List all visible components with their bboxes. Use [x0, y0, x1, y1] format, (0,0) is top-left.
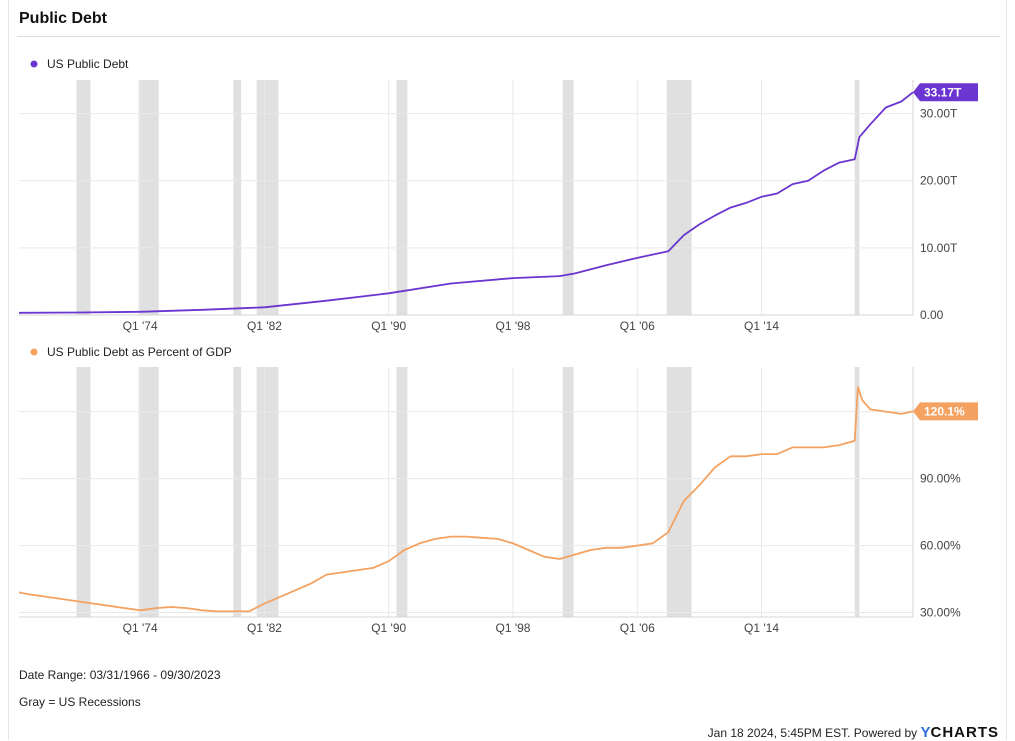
date-range-label: Date Range: 03/31/1966 - 09/30/2023 [19, 668, 221, 682]
debt-x-tick-label: Q1 '90 [371, 319, 406, 333]
debt-y-tick-label: 10.00T [920, 241, 958, 255]
debt-series-line [18, 91, 914, 314]
debt-recession-band [76, 80, 91, 315]
debt-gdp-recession-band [256, 367, 279, 617]
debt-gdp-recession-band [666, 367, 692, 617]
debt-gdp-y-tick-label: 30.00% [920, 606, 961, 620]
debt-x-tick-label: Q1 '74 [123, 319, 158, 333]
debt-recession-band [233, 80, 242, 315]
debt-y-tick-label: 0.00 [920, 308, 944, 322]
debt-x-tick-label: Q1 '82 [247, 319, 282, 333]
debt-gdp-x-tick-label: Q1 '90 [371, 621, 406, 635]
title-divider [17, 36, 1000, 37]
ycharts-logo-text: CHARTS [930, 724, 999, 741]
debt-gdp-y-tick-label: 60.00% [920, 539, 961, 553]
debt-x-tick-label: Q1 '14 [744, 319, 779, 333]
debt-gdp-recession-band [562, 367, 574, 617]
debt-gdp-recession-band [76, 367, 91, 617]
credit-line: Jan 18 2024, 5:45PM EST. Powered by YCHA… [708, 724, 999, 741]
debt-recession-band [562, 80, 574, 315]
debt-y-tick-label: 30.00T [920, 107, 958, 121]
debt-legend-dot [30, 60, 38, 68]
debt-last-value-flag [913, 83, 978, 102]
page-title: Public Debt [19, 10, 108, 27]
debt-recession-band [256, 80, 279, 315]
debt-last-value-label: 33.17T [924, 85, 962, 99]
timestamp-text: Jan 18 2024, 5:45PM EST. Powered by [707, 726, 918, 740]
debt-gdp-x-tick-label: Q1 '82 [247, 621, 282, 635]
debt-recession-band [396, 80, 408, 315]
debt-recession-band [666, 80, 692, 315]
debt-recession-band [138, 80, 159, 315]
debt-gdp-recession-band [396, 367, 408, 617]
debt-gdp-y-tick-label: 90.00% [920, 472, 961, 486]
debt-gdp-recession-band [138, 367, 159, 617]
debt-recession-band [854, 80, 860, 315]
recession-note: Gray = US Recessions [19, 695, 141, 709]
ycharts-logo-y: Y [920, 724, 931, 741]
debt-legend-label: US Public Debt [47, 57, 129, 71]
debt-gdp-recession-band [854, 367, 860, 617]
debt-gdp-recession-band [233, 367, 242, 617]
debt-gdp-x-tick-label: Q1 '74 [123, 621, 158, 635]
chart-frame [8, 0, 1007, 740]
debt-x-tick-label: Q1 '06 [620, 319, 655, 333]
debt-gdp-last-value-label: 120.1% [924, 404, 965, 418]
debt-gdp-series-line [18, 386, 914, 613]
debt-gdp-legend-label: US Public Debt as Percent of GDP [47, 345, 232, 359]
debt-gdp-x-tick-label: Q1 '06 [620, 621, 655, 635]
debt-gdp-x-tick-label: Q1 '98 [495, 621, 530, 635]
debt-gdp-x-tick-label: Q1 '14 [744, 621, 779, 635]
debt-y-tick-label: 20.00T [920, 174, 958, 188]
debt-gdp-legend-dot [30, 348, 38, 356]
debt-x-tick-label: Q1 '98 [495, 319, 530, 333]
debt-gdp-last-value-flag [913, 402, 978, 421]
